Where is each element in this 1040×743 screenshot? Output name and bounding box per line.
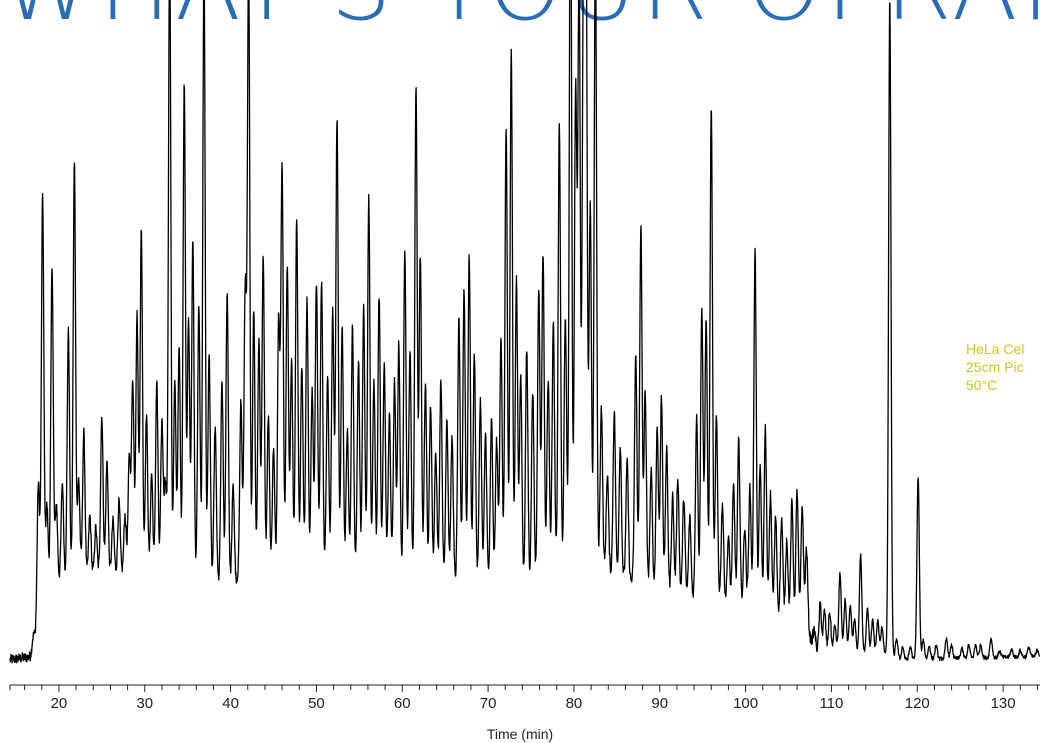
chromatogram-trace	[9, 0, 1040, 664]
x-tick-label: 110	[819, 695, 843, 712]
x-tick-label: 90	[651, 695, 668, 712]
x-tick-label: 30	[136, 695, 153, 712]
sample-annotation: HeLa Cel 25cm Pic 50°C	[966, 340, 1024, 394]
page-headline: WHAT'S YOUR OFRAP DNA?	[0, 0, 1040, 46]
x-axis-label: Time (min)	[487, 726, 553, 742]
x-tick-label: 70	[480, 695, 497, 712]
x-tick-label: 60	[394, 695, 411, 712]
trace-layer	[9, 0, 1040, 664]
x-tick-label: 20	[51, 695, 68, 712]
annotation-line-sample: HeLa Cel	[966, 341, 1025, 357]
x-tick-label: 120	[905, 695, 930, 712]
x-tick-label: 40	[222, 695, 239, 712]
x-axis: 20 30 40 50 60 70 80 90 100 110 120 130	[9, 684, 1040, 712]
headline-text: WHAT'S YOUR OFRAP DNA?	[0, 0, 1040, 46]
x-tick-label: 50	[308, 695, 325, 712]
x-tick-label: 80	[566, 695, 583, 712]
x-tick-label: 130	[991, 695, 1016, 712]
annotation-line-column: 25cm Pic	[966, 359, 1024, 375]
x-tick-label: 100	[733, 695, 758, 712]
annotation-line-temperature: 50°C	[966, 377, 998, 393]
